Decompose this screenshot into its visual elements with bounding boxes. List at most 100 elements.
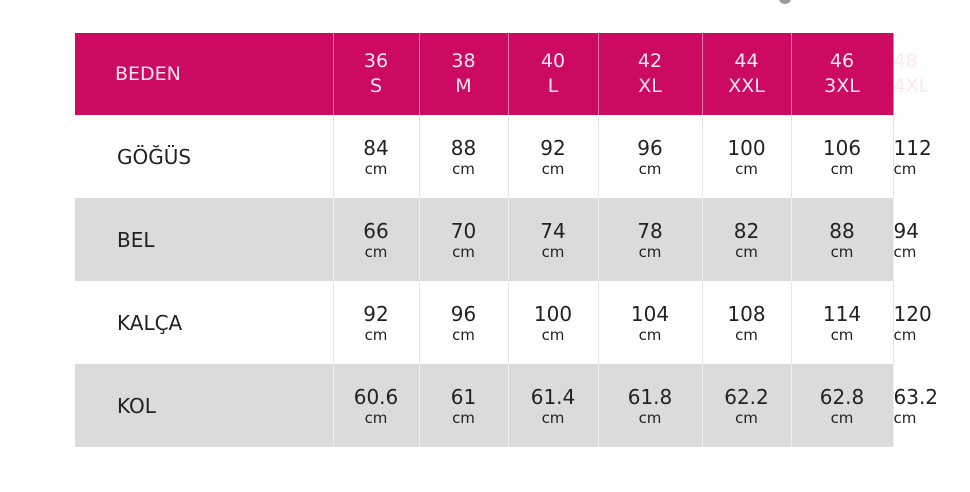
unit-label: cm	[364, 325, 388, 344]
measurement-label: GÖĞÜS	[117, 144, 192, 169]
unit-label: cm	[830, 408, 854, 427]
size-chart-table: BEDEN 36 S 38 M 40 L 42 XL 44 XXL 46 3XL 48 4XL GÖĞÜS 84…	[75, 33, 938, 447]
measurement-cell: 100 cm	[507, 281, 598, 364]
measurement-value: 108	[727, 301, 766, 326]
measurement-value: 84	[363, 135, 389, 160]
size-letter: 3XL	[824, 75, 860, 97]
unit-label: cm	[638, 408, 662, 427]
header-label: BEDEN	[75, 33, 333, 115]
unit-label: cm	[735, 408, 758, 427]
measurement-row: BEL 66 cm 70 cm 74 cm 78 cm 82 cm 88 cm 94 cm	[75, 198, 919, 281]
unit-label: cm	[541, 325, 565, 344]
size-letter: L	[547, 75, 559, 97]
size-number: 44	[734, 50, 759, 72]
measurement-value: 61	[450, 384, 477, 409]
unit-label: cm	[638, 159, 662, 178]
measurement-cell: 96 cm	[597, 115, 702, 198]
measurement-cell: 62.2 cm	[701, 364, 791, 447]
measurement-value: 70	[450, 218, 477, 243]
measurement-value: 88	[450, 135, 477, 160]
measurement-cell: 84 cm	[332, 115, 419, 198]
measurement-row: GÖĞÜS 84 cm 88 cm 92 cm 96 cm 100 cm 106 cm 112 cm	[75, 115, 932, 198]
size-number: 40	[540, 50, 566, 72]
partial-logo-glyph	[779, 0, 791, 4]
measurement-cell: 61 cm	[418, 364, 508, 447]
unit-label: cm	[735, 242, 758, 261]
size-number: 46	[829, 50, 855, 72]
unit-label: cm	[638, 242, 662, 261]
header-row: BEDEN 36 S 38 M 40 L 42 XL 44 XXL 46 3XL 48 4XL	[75, 33, 929, 115]
measurement-cell: 60.6 cm	[332, 364, 419, 447]
unit-label: cm	[830, 159, 854, 178]
size-letter: XXL	[728, 75, 765, 97]
measurement-cell: 92 cm	[332, 281, 419, 364]
unit-label: cm	[735, 325, 758, 344]
measurement-value: 114	[822, 301, 862, 326]
size-header-cell: 36 S	[332, 33, 419, 115]
measurement-value: 104	[630, 301, 670, 326]
unit-label: cm	[735, 159, 758, 178]
measurement-value: 61.4	[530, 384, 576, 409]
measurement-value: 74	[540, 218, 566, 243]
size-letter: S	[369, 75, 383, 97]
measurement-value: 66	[363, 218, 389, 243]
unit-label: cm	[452, 325, 475, 344]
unit-label: cm	[364, 408, 388, 427]
size-number: 38	[451, 50, 476, 72]
measurement-cell: 96 cm	[418, 281, 508, 364]
measurement-label: KOL	[75, 364, 333, 447]
unit-label: cm	[452, 242, 475, 261]
size-letter: M	[455, 75, 472, 97]
measurement-cell: 108 cm	[701, 281, 791, 364]
measurement-cell: 61.4 cm	[507, 364, 598, 447]
measurement-cell: 70 cm	[418, 198, 508, 281]
unit-label: cm	[541, 159, 565, 178]
size-number: 42	[637, 50, 663, 72]
measurement-label: BEL	[75, 198, 333, 281]
measurement-value: 100	[533, 301, 573, 326]
measurement-value: 61.8	[627, 384, 673, 409]
unit-label: cm	[830, 325, 854, 344]
measurement-value: 96	[637, 135, 663, 160]
measurement-label: KALÇA	[117, 310, 183, 335]
measurement-value: 96	[450, 301, 477, 326]
size-header-cell: 42 XL	[597, 33, 702, 115]
measurement-value: 92	[540, 135, 566, 160]
unit-label: cm	[452, 408, 475, 427]
measurement-value: 106	[822, 135, 862, 160]
measurement-cell: 62.8 cm	[790, 364, 893, 447]
measurement-row: KOL 60.6 cm 61 cm 61.4 cm 61.8 cm 62.2 cm 62.8 cm 63.…	[75, 364, 938, 447]
unit-label: cm	[830, 242, 854, 261]
measurement-cell: 74 cm	[507, 198, 598, 281]
measurement-cell: 61.8 cm	[597, 364, 702, 447]
unit-label: cm	[541, 408, 565, 427]
measurement-value: 62.8	[819, 384, 865, 409]
size-header-cell: 40 L	[507, 33, 598, 115]
measurement-value: 92	[363, 301, 389, 326]
unit-label: cm	[452, 159, 475, 178]
measurement-value: 100	[727, 135, 766, 160]
size-header-cell: 46 3XL	[790, 33, 893, 115]
size-header-cell: 44 XXL	[701, 33, 791, 115]
measurement-cell: 88 cm	[790, 198, 893, 281]
unit-label: cm	[541, 242, 565, 261]
measurement-row: KALÇA 92 cm 96 cm 100 cm 104 cm 108 cm 114 cm 120 cm	[75, 281, 932, 364]
measurement-value: 82	[733, 218, 760, 243]
measurement-cell: 114 cm	[790, 281, 893, 364]
measurement-cell: 66 cm	[332, 198, 419, 281]
measurement-cell: 106 cm	[790, 115, 893, 198]
size-header-cell: 38 M	[418, 33, 508, 115]
measurement-cell: 82 cm	[701, 198, 791, 281]
measurement-cell: 88 cm	[418, 115, 508, 198]
measurement-cell: 104 cm	[597, 281, 702, 364]
measurement-value: 62.2	[724, 384, 769, 409]
measurement-cell: 78 cm	[597, 198, 702, 281]
measurement-value: 60.6	[353, 384, 399, 409]
measurement-value: 78	[637, 218, 663, 243]
measurement-cell: 92 cm	[507, 115, 598, 198]
measurement-cell: 100 cm	[701, 115, 791, 198]
size-number: 36	[363, 50, 389, 72]
unit-label: cm	[364, 159, 388, 178]
size-letter: XL	[638, 75, 662, 97]
unit-label: cm	[364, 242, 388, 261]
